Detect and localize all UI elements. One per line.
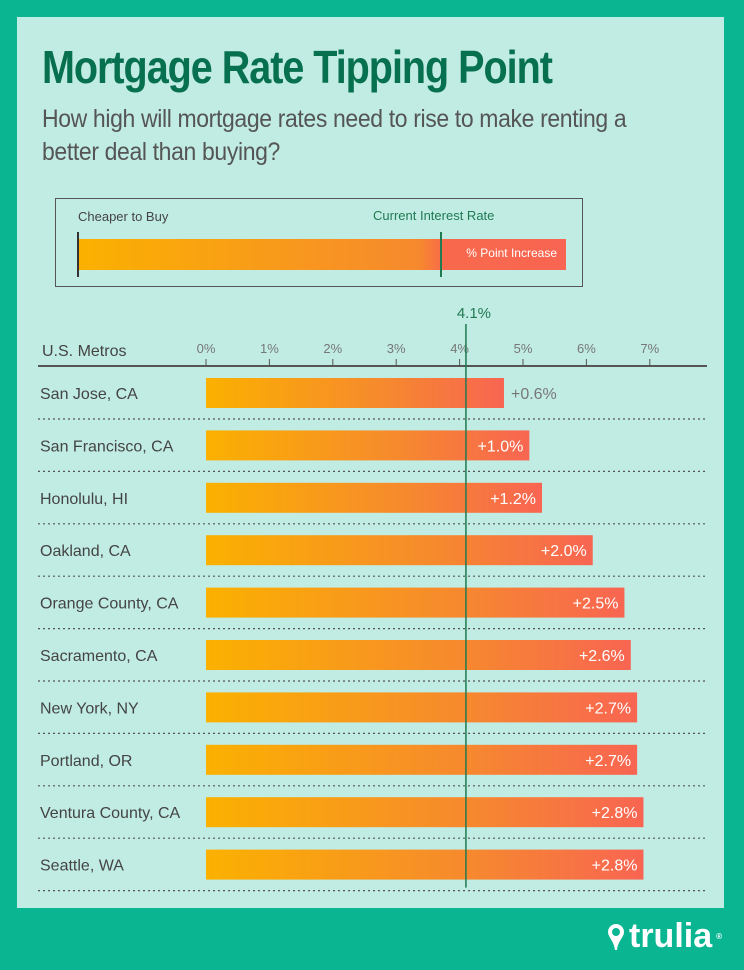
- bar: [206, 587, 625, 618]
- x-tick-label: 6%: [577, 341, 596, 356]
- bar-value-label: +2.5%: [573, 596, 619, 613]
- legend-current-rate-line: [440, 232, 442, 277]
- page-title: Mortgage Rate Tipping Point: [42, 41, 553, 93]
- current-rate-label: 4.1%: [457, 305, 491, 322]
- bar-value-label: +2.0%: [541, 543, 587, 560]
- metro-label: New York, NY: [40, 700, 139, 717]
- bar-value-label: +2.7%: [585, 753, 631, 770]
- x-tick-label: 3%: [387, 341, 406, 356]
- metro-label: Seattle, WA: [40, 858, 124, 875]
- bar-value-label: +1.0%: [478, 438, 524, 455]
- brand-name: trulia: [629, 917, 713, 955]
- legend-gradient-bar: [78, 239, 566, 270]
- bar: [206, 482, 543, 513]
- x-tick-label: 5%: [514, 341, 533, 356]
- metro-label: Ventura County, CA: [40, 805, 181, 822]
- bar: [206, 430, 530, 461]
- bar: [206, 692, 638, 723]
- metro-label: San Jose, CA: [40, 386, 138, 403]
- metro-label: Sacramento, CA: [40, 648, 158, 665]
- bar-value-label: +2.6%: [579, 648, 625, 665]
- metro-label: Honolulu, HI: [40, 491, 128, 508]
- subtitle: How high will mortgage rates need to ris…: [42, 105, 627, 166]
- bar: [206, 849, 644, 880]
- bar: [206, 535, 593, 566]
- x-tick-label: 7%: [640, 341, 659, 356]
- metro-label: San Francisco, CA: [40, 438, 174, 455]
- bar-value-label: +2.8%: [592, 805, 638, 822]
- bar: [206, 797, 644, 828]
- metro-label: Oakland, CA: [40, 543, 131, 560]
- legend-start-line: [77, 232, 79, 277]
- legend-current-rate-label: Current Interest Rate: [373, 208, 495, 223]
- legend-increase-label: % Point Increase: [466, 246, 557, 260]
- trulia-logo: trulia ®: [607, 917, 722, 956]
- legend-cheaper-label: Cheaper to Buy: [78, 209, 169, 224]
- x-tick-label: 0%: [197, 341, 216, 356]
- category-header: U.S. Metros: [42, 343, 126, 360]
- map-pin-icon: [608, 923, 624, 950]
- legend: Cheaper to Buy Current Interest Rate % P…: [55, 198, 583, 287]
- bar-value-label: +0.6%: [511, 386, 557, 403]
- x-tick-label: 1%: [260, 341, 279, 356]
- bar: [206, 744, 638, 775]
- metro-label: Orange County, CA: [40, 596, 179, 613]
- x-tick-label: 2%: [323, 341, 342, 356]
- x-tick-label: 4%: [450, 341, 469, 356]
- bar: [206, 378, 504, 408]
- bar-value-label: +2.7%: [585, 700, 631, 717]
- bar-value-label: +1.2%: [490, 491, 536, 508]
- bar-value-label: +2.8%: [592, 858, 638, 875]
- metro-label: Portland, OR: [40, 753, 132, 770]
- bar: [206, 640, 631, 670]
